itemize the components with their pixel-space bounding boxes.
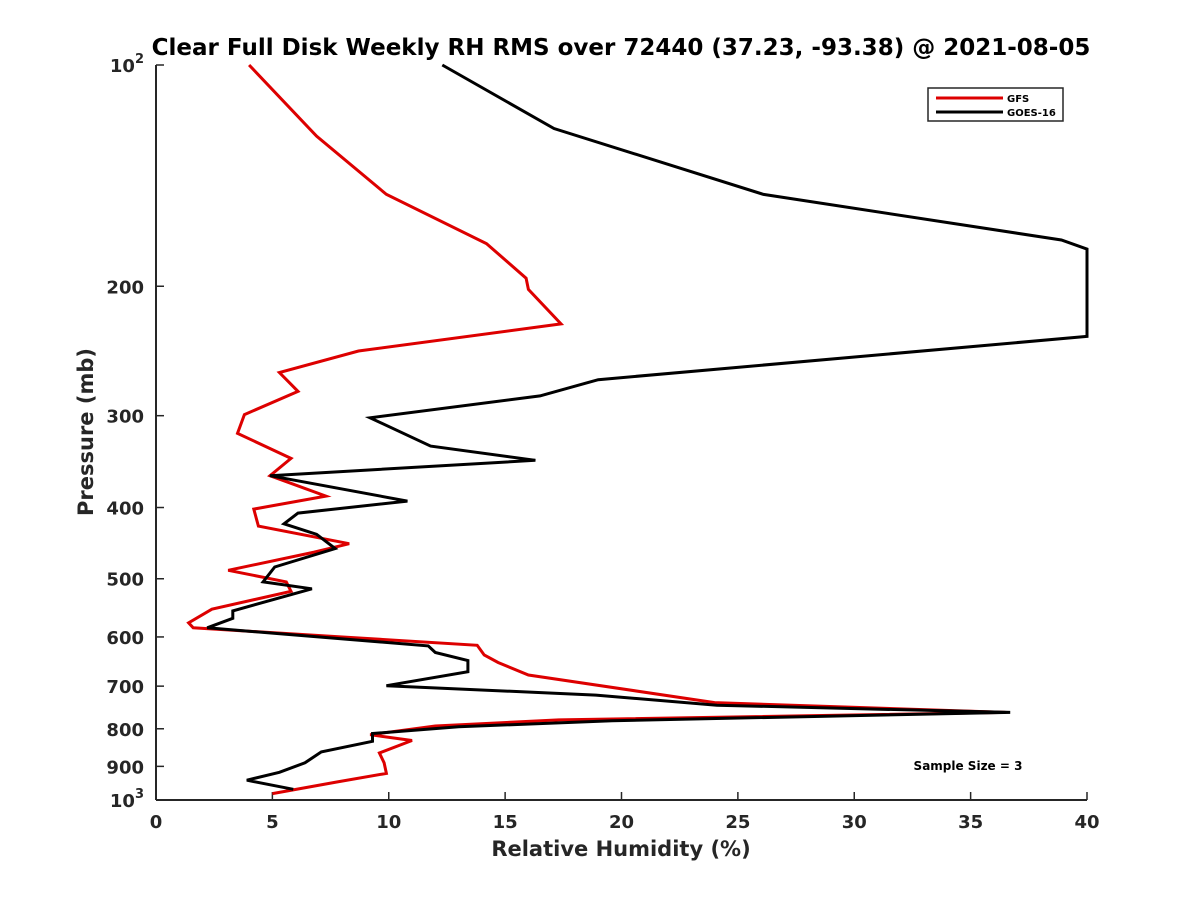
y-tick-base: 400 — [106, 499, 144, 520]
x-tick-label: 5 — [266, 812, 279, 833]
y-tick-exponent: 3 — [135, 787, 144, 802]
x-axis-label: Relative Humidity (%) — [491, 837, 750, 861]
x-tick-label: 35 — [958, 812, 983, 833]
x-ticks: 0 5 10 15 20 25 30 35 40 — [150, 792, 1100, 833]
x-tick-label: 15 — [493, 812, 518, 833]
y-tick-label: 800 — [106, 720, 144, 741]
series-line-goes-16 — [206, 63, 1089, 791]
y-tick-base: 900 — [106, 757, 144, 778]
y-tick-label: 700 — [106, 677, 144, 698]
plot-area: 0 5 10 15 20 25 30 35 40 10220030040050060070080… — [106, 52, 1099, 833]
y-tick-base: 10 — [110, 791, 135, 812]
y-tick-base: 700 — [106, 677, 144, 698]
x-tick-label: 30 — [842, 812, 867, 833]
y-tick-base: 800 — [106, 720, 144, 741]
y-tick-base: 200 — [106, 277, 144, 298]
y-tick-label: 102 — [110, 52, 144, 77]
series-line-gfs — [186, 63, 1006, 796]
legend-label: GOES-16 — [1007, 108, 1056, 119]
y-tick-base: 600 — [106, 628, 144, 649]
y-tick-base: 300 — [106, 407, 144, 428]
y-tick-label: 900 — [106, 757, 144, 778]
x-tick-label: 0 — [150, 812, 163, 833]
y-tick-exponent: 2 — [135, 52, 144, 67]
y-tick-base: 500 — [106, 570, 144, 591]
x-tick-label: 10 — [376, 812, 401, 833]
y-tick-label: 300 — [106, 407, 144, 428]
x-tick-label: 40 — [1074, 812, 1099, 833]
sample-size-annotation: Sample Size = 3 — [914, 759, 1023, 773]
chart-title: Clear Full Disk Weekly RH RMS over 72440… — [152, 35, 1091, 61]
y-tick-base: 10 — [110, 56, 135, 77]
y-tick-label: 500 — [106, 570, 144, 591]
y-tick-label: 200 — [106, 277, 144, 298]
y-tick-label: 103 — [110, 787, 144, 812]
legend-box — [927, 87, 1064, 122]
x-tick-label: 25 — [725, 812, 750, 833]
legend: GFS GOES-16 — [927, 87, 1064, 122]
legend-label: GFS — [1007, 94, 1029, 105]
y-tick-label: 600 — [106, 628, 144, 649]
y-tick-label: 400 — [106, 499, 144, 520]
y-axis-label: Pressure (mb) — [74, 348, 98, 516]
x-tick-label: 20 — [609, 812, 634, 833]
series-lines — [186, 63, 1089, 796]
